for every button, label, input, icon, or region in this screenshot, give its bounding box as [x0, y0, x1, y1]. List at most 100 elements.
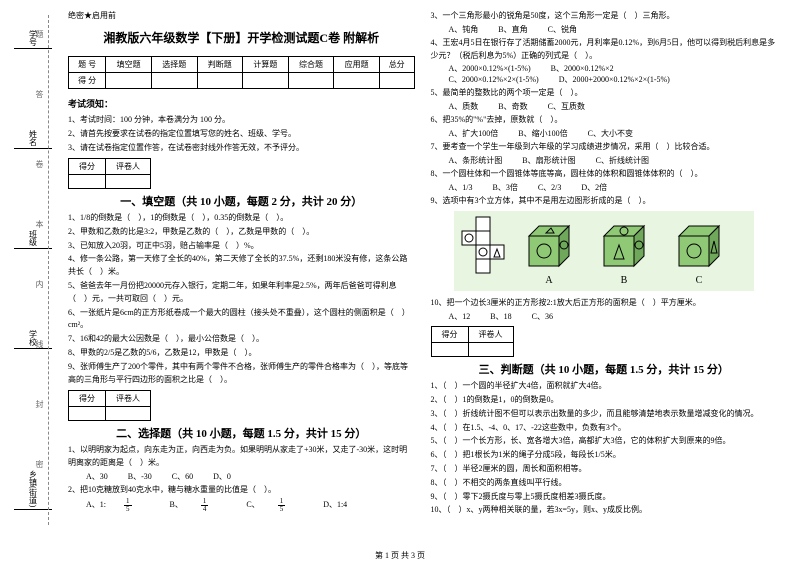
- option: B、18: [490, 311, 511, 322]
- notice-item: 3、请在试卷指定位置作答，在试卷密封线外作答无效，不予评分。: [68, 142, 415, 154]
- option: D、1:4: [323, 499, 347, 510]
- cube-label: C: [695, 275, 702, 286]
- option: B、-30: [128, 471, 152, 482]
- question: 7、16和42的最大公因数是（ ），最小公倍数是（ ）。: [68, 333, 415, 346]
- seal-char: 答: [34, 90, 45, 98]
- question: 1、1/8的倒数是（ ），1的倒数是（ ），0.35的倒数是（ ）。: [68, 212, 415, 225]
- score-header: 判断题: [197, 57, 243, 73]
- question: 5、（ ）一个长方形，长、宽各增大3倍，高都扩大3倍，它的体积扩大到原来的9倍。: [431, 435, 778, 448]
- question: 6、一张纸片是6cm的正方形纸卷成一个最大的圆柱（接头处不重叠），这个圆柱的侧面…: [68, 307, 415, 333]
- seal-char: 线: [34, 340, 45, 348]
- option: A、1:15: [86, 498, 150, 513]
- options: A、钝角 B、直角 C、锐角: [431, 24, 778, 35]
- option: C、60: [172, 471, 193, 482]
- option: A、钝角: [449, 24, 479, 35]
- cube-label: A: [545, 275, 553, 286]
- question: 8、甲数的2/5是乙数的5/6，乙数是12，甲数是（ ）。: [68, 347, 415, 360]
- section-heading: 一、填空题（共 10 小题，每题 2 分，共计 20 分）: [68, 193, 415, 209]
- seal-line: [48, 15, 49, 525]
- option: B、14: [170, 498, 227, 513]
- option: D、2000+2000×0.12%×2×(1-5%): [559, 74, 670, 85]
- marker-cell: 评卷人: [106, 391, 151, 407]
- option: A、1/3: [449, 182, 473, 193]
- question: 7、要考查一个学生一年级到六年级的学习成绩进步情况，采用（ ）比较合适。: [431, 141, 778, 154]
- option: B、奇数: [498, 101, 527, 112]
- options: A、条形统计图 B、扇形统计图 C、折线统计图: [431, 155, 778, 166]
- option: C、36: [532, 311, 553, 322]
- marker-cell: 得分: [69, 391, 106, 407]
- right-column: 3、一个三角形最小的锐角是50度，这个三角形一定是（ ）三角形。 A、钝角 B、…: [423, 10, 786, 540]
- question: 9、选项中有3个立方体，其中不是用左边图形折成的是（ ）。: [431, 195, 778, 208]
- seal-char: 题: [34, 30, 45, 38]
- option: B、直角: [498, 24, 527, 35]
- marker-table: 得分评卷人: [68, 390, 151, 421]
- section-heading: 三、判断题（共 10 小题，每题 1.5 分，共计 15 分）: [431, 361, 778, 377]
- option: D、0: [213, 471, 231, 482]
- option: B、缩小100倍: [518, 128, 567, 139]
- question: 4、修一条公路，第一天修了全长的40%，第二天修了全长的37.5%，还剩180米…: [68, 253, 415, 279]
- marker-cell: 得分: [69, 159, 106, 175]
- notice-heading: 考试须知：: [68, 97, 415, 110]
- option: A、条形统计图: [449, 155, 503, 166]
- option: A、12: [449, 311, 471, 322]
- options: A、1:15 B、14 C、15 D、1:4: [68, 498, 415, 513]
- seal-char: 内: [34, 280, 45, 288]
- option: A、2000×0.12%×(1-5%): [449, 63, 531, 74]
- option: C、2000×0.12%×2×(1-5%): [449, 74, 539, 85]
- seal-char: 卷: [34, 160, 45, 168]
- option: B、扇形统计图: [522, 155, 575, 166]
- page-footer: 第 1 页 共 3 页: [0, 550, 800, 561]
- options: A、1/3 B、3倍 C、2/3 D、2倍: [431, 182, 778, 193]
- question: 8、（ ）不相交的两条直线叫平行线。: [431, 477, 778, 490]
- question: 1、（ ）一个圆的半径扩大4倍，面积就扩大4倍。: [431, 380, 778, 393]
- question: 8、一个圆柱体和一个圆锥体等底等高，圆柱体的体积和圆锥体体积的（ ）。: [431, 168, 778, 181]
- score-header: 总分: [379, 57, 414, 73]
- score-header: 计算题: [243, 57, 289, 73]
- left-column: 绝密★启用前 湘教版六年级数学【下册】开学检测试题C卷 附解析 题 号 填空题 …: [60, 10, 423, 540]
- option: C、大小不变: [588, 128, 633, 139]
- marker-table: 得分评卷人: [68, 158, 151, 189]
- question: 7、（ ）半径2厘米的圆，周长和面积相等。: [431, 463, 778, 476]
- score-header: 填空题: [106, 57, 152, 73]
- option: A、扩大100倍: [449, 128, 499, 139]
- question: 9、（ ）零下2摄氏度与零上5摄氏度相差3摄氏度。: [431, 491, 778, 504]
- question: 10、把一个边长3厘米的正方形按2:1放大后正方形的面积是（ ）平方厘米。: [431, 297, 778, 310]
- options: A、质数 B、奇数 C、互质数: [431, 101, 778, 112]
- question: 2、（ ）1的倒数是1，0的倒数是0。: [431, 394, 778, 407]
- option: A、30: [86, 471, 108, 482]
- options: A、12 B、18 C、36: [431, 311, 778, 322]
- marker-cell: 评卷人: [468, 327, 513, 343]
- score-row-label: 得 分: [69, 73, 106, 89]
- marker-cell: 得分: [431, 327, 468, 343]
- question: 6、把35%的"%"去掉，原数就（ ）。: [431, 114, 778, 127]
- question: 5、最简单的整数比的两个项一定是（ ）。: [431, 87, 778, 100]
- notice-item: 2、请首先按要求在试卷的指定位置填写您的姓名、班级、学号。: [68, 128, 415, 140]
- question: 2、甲数和乙数的比是3:2，甲数是乙数的（ ），乙数是甲数的（ ）。: [68, 226, 415, 239]
- exam-title: 湘教版六年级数学【下册】开学检测试题C卷 附解析: [68, 29, 415, 46]
- option: C、互质数: [548, 101, 585, 112]
- option: C、折线统计图: [596, 155, 649, 166]
- question: 6、（ ）把1根长为1米的绳子分成5段，每段长1/5米。: [431, 449, 778, 462]
- question: 2、把10克糖放到40克水中，糖与糖水重量的比值是（ ）。: [68, 484, 415, 497]
- options: A、2000×0.12%×(1-5%) B、2000×0.12%×2 C、200…: [431, 63, 778, 85]
- marker-table: 得分评卷人: [431, 326, 514, 357]
- question: 1、以明明家为起点，向东走为正，向西走为负。如果明明从家走了+30米，又走了-3…: [68, 444, 415, 470]
- page-content: 绝密★启用前 湘教版六年级数学【下册】开学检测试题C卷 附解析 题 号 填空题 …: [0, 0, 800, 540]
- options: A、30 B、-30 C、60 D、0: [68, 471, 415, 482]
- options: A、扩大100倍 B、缩小100倍 C、大小不变: [431, 128, 778, 139]
- question: 9、张师傅生产了200个零件，其中有两个零件不合格，张师傅生产的零件合格率为（ …: [68, 361, 415, 387]
- section-heading: 二、选择题（共 10 小题，每题 1.5 分，共计 15 分）: [68, 425, 415, 441]
- question: 4、（ ）在1.5、-4、0、17、-22这些数中，负数有3个。: [431, 422, 778, 435]
- score-header: 选择题: [151, 57, 197, 73]
- question: 3、一个三角形最小的锐角是50度，这个三角形一定是（ ）三角形。: [431, 10, 778, 23]
- question: 3、已知放入20羽，可正中5羽，赔占输率是（ ）%。: [68, 240, 415, 253]
- option: B、3倍: [493, 182, 518, 193]
- score-header: 应用题: [334, 57, 380, 73]
- option: B、2000×0.12%×2: [551, 63, 614, 74]
- seal-char: 本: [34, 220, 45, 228]
- question: 4、王宏4月5日在银行存了活期储蓄2000元，月利率是0.12%，到6月5日，他…: [431, 37, 778, 63]
- seal-char: 密: [34, 460, 45, 468]
- cube-label: B: [620, 275, 627, 286]
- score-header: 综合题: [288, 57, 334, 73]
- binding-side: 学号 姓名 班级 学校 乡镇(街道): [8, 20, 58, 520]
